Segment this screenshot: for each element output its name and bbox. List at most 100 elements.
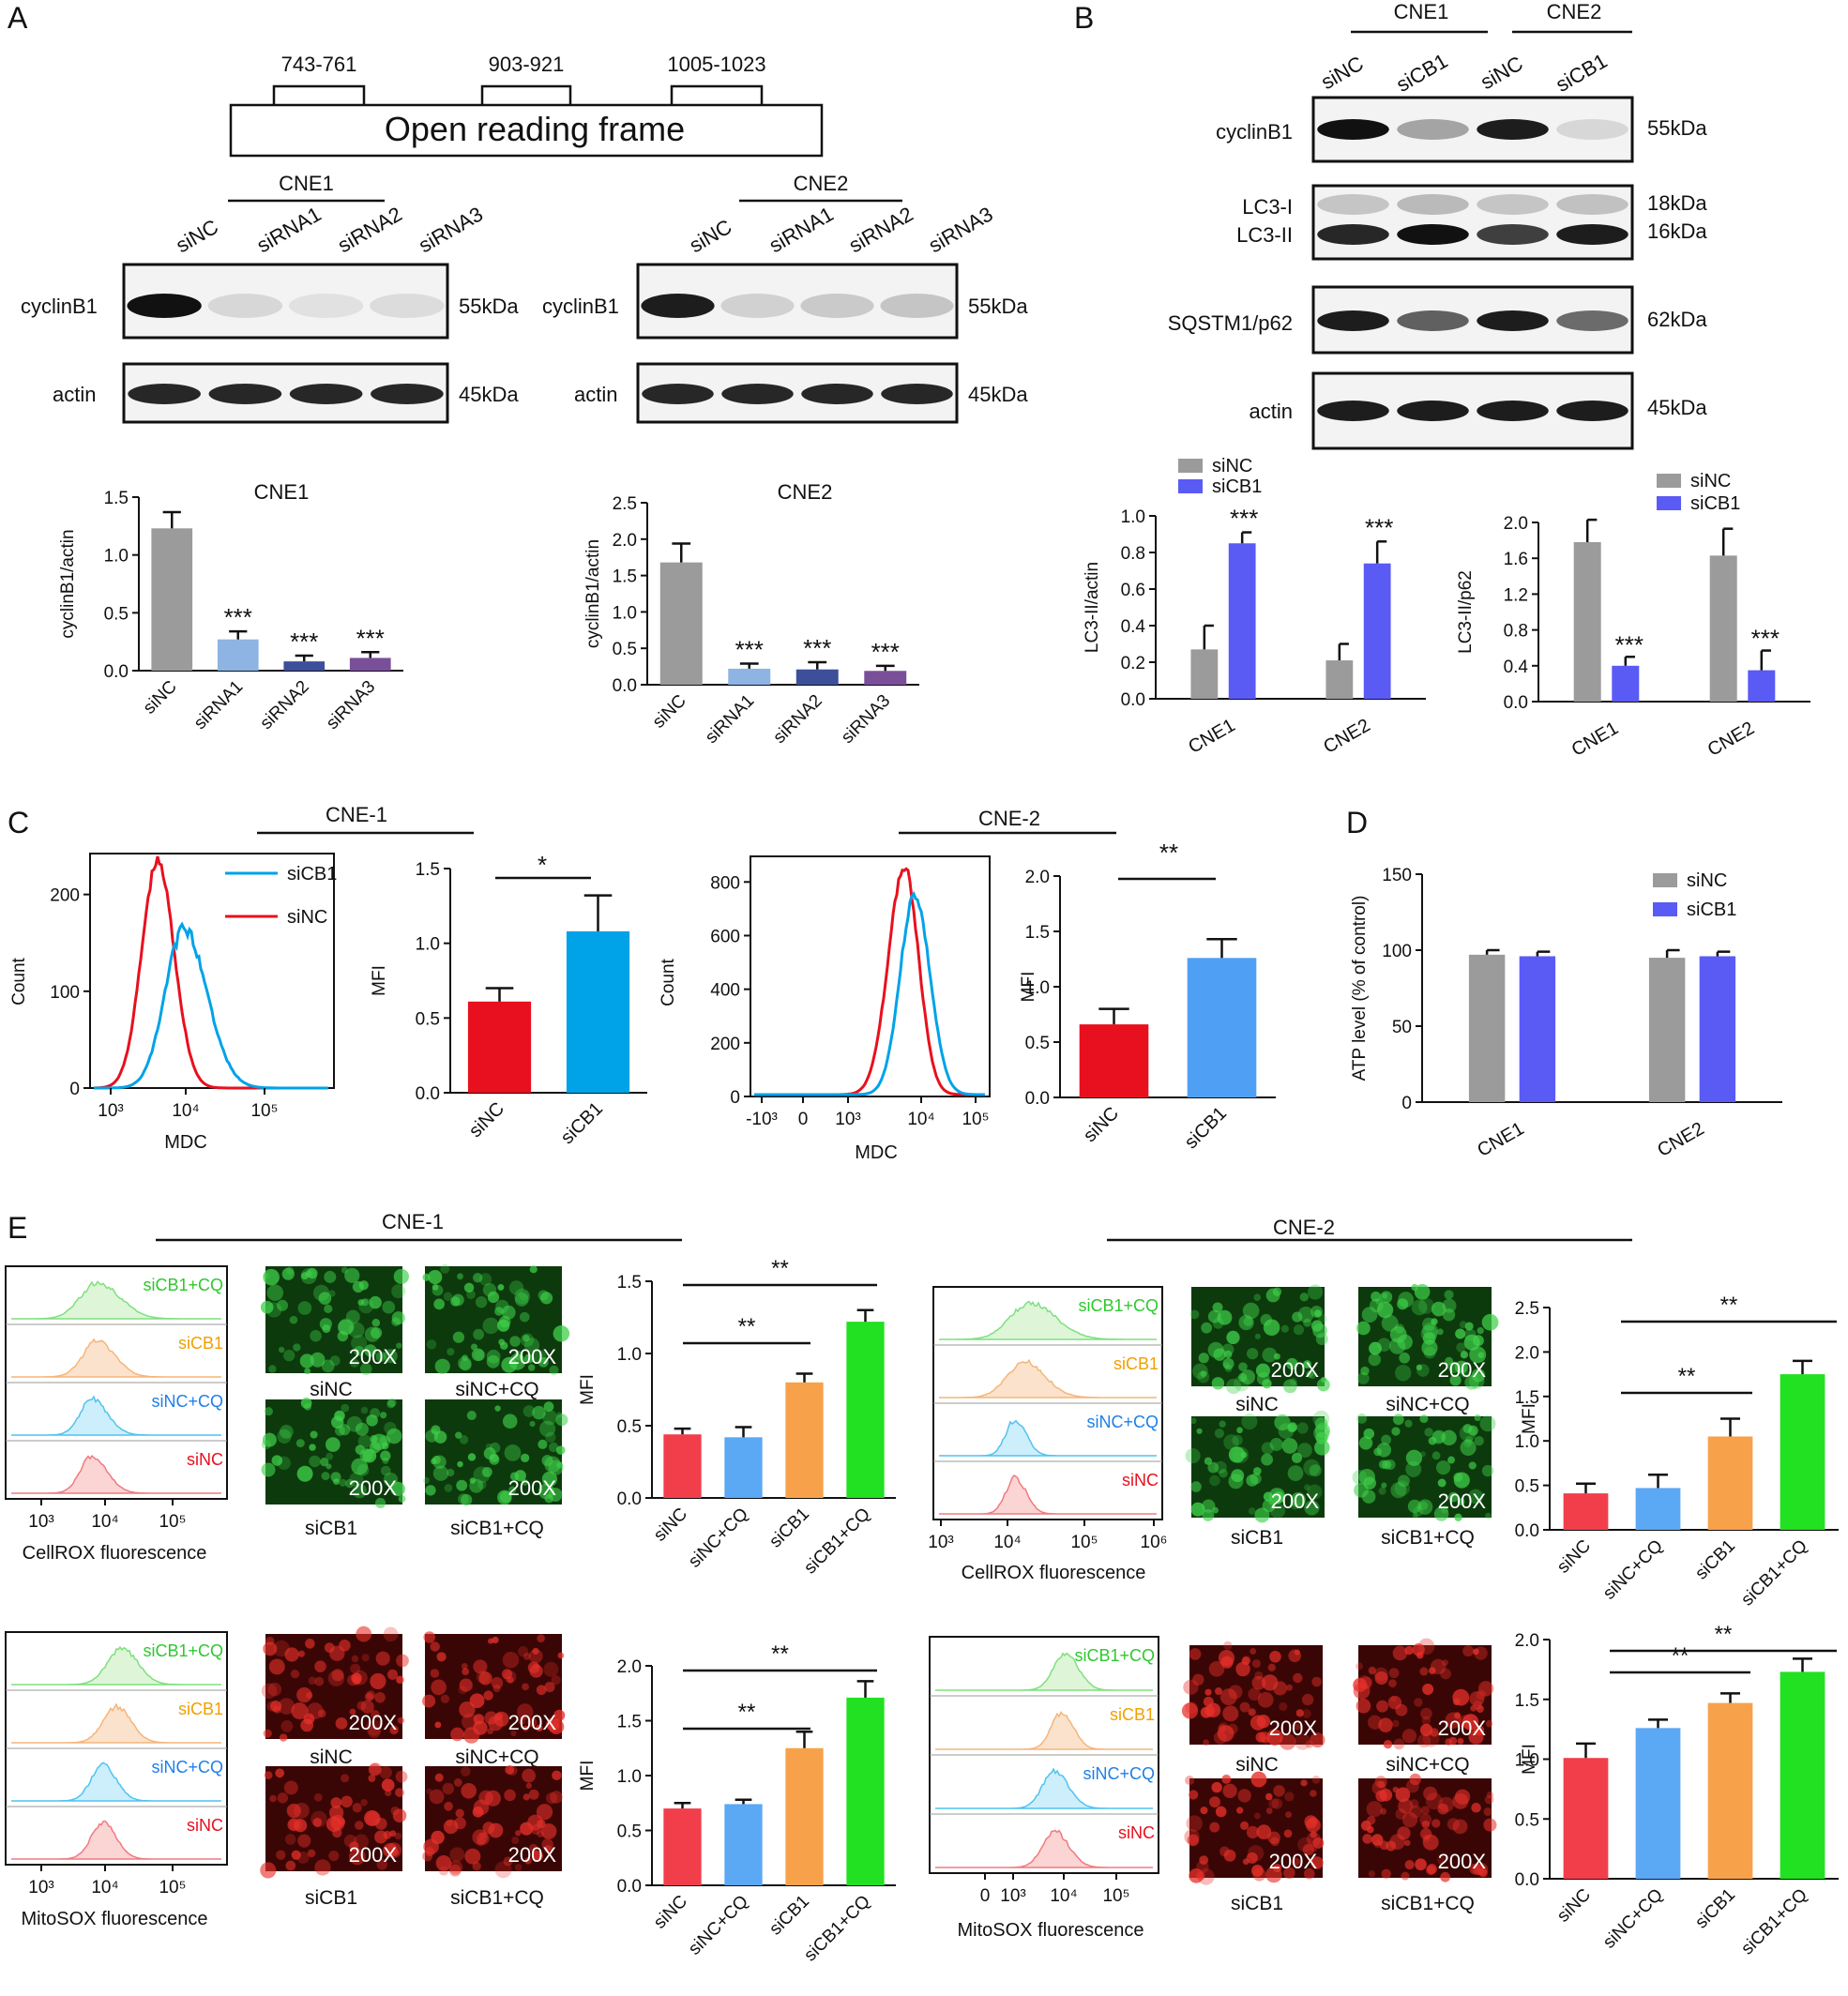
- cell-signal: [1416, 1364, 1423, 1371]
- blot-band: [1397, 224, 1469, 245]
- cell-signal: [483, 1447, 496, 1459]
- histogram-siCB1+CQ: [11, 1645, 221, 1686]
- bar-siRNA2: [795, 669, 839, 685]
- cell-signal: [466, 1411, 477, 1421]
- y-tick-label: 0.0: [1504, 693, 1528, 713]
- blot-band: [720, 294, 795, 318]
- cell-signal: [263, 1268, 280, 1286]
- cell-signal: [446, 1820, 453, 1827]
- target-site-bracket: [480, 84, 572, 105]
- cell-signal: [376, 1859, 388, 1870]
- histogram-siCB1: [11, 1338, 221, 1378]
- cell-signal: [1212, 1302, 1223, 1313]
- cell-signal: [472, 1861, 481, 1871]
- cell-signal: [1463, 1328, 1477, 1341]
- cell-signal: [306, 1702, 324, 1720]
- significance-mark: ***: [356, 624, 385, 652]
- cell-signal: [297, 1834, 311, 1848]
- cell-signal: [1254, 1333, 1261, 1339]
- cell-signal: [1287, 1465, 1304, 1482]
- band-cyclinB1-siRNA2: [288, 294, 364, 318]
- cell-signal: [1185, 1701, 1198, 1715]
- significance-mark: *: [538, 851, 547, 879]
- cell-signal: [1455, 1328, 1466, 1339]
- cell-signal: [1452, 1792, 1469, 1809]
- chart-title: CNE2: [778, 480, 833, 504]
- cell-signal: [1431, 1301, 1447, 1317]
- E-mitosox1-mfi-y-axis: 0.0 0.5 1.0 1.5 2.0 MFI: [578, 1657, 642, 1897]
- cell-signal: [1311, 1775, 1321, 1784]
- cell-signal: [365, 1719, 383, 1736]
- cell-signal: [451, 1293, 464, 1307]
- chart-title: CNE1: [254, 480, 310, 504]
- y-tick-label: 0.0: [617, 1489, 642, 1509]
- C-mfi2-y-axis: 0.0 0.5 1.0 1.5 2.0 MFI: [1019, 868, 1050, 1109]
- cell-signal: [1404, 1859, 1415, 1870]
- cell-signal: [539, 1292, 553, 1305]
- y-tick-label: 0: [1401, 1094, 1412, 1113]
- cell-signal: [276, 1850, 286, 1860]
- cell-signal: [460, 1358, 472, 1371]
- blot-row-label: cyclinB1: [542, 295, 619, 318]
- cell-signal: [291, 1850, 301, 1860]
- cell-signal: [368, 1774, 376, 1782]
- cell-signal: [523, 1405, 536, 1417]
- cell-signal: [1267, 1831, 1280, 1845]
- cell-signal: [1449, 1374, 1462, 1386]
- cell-signal: [261, 1439, 271, 1450]
- cell-signal: [1452, 1819, 1468, 1835]
- cell-signal: [1310, 1790, 1317, 1797]
- cell-signal: [1186, 1815, 1203, 1832]
- cell-signal: [469, 1478, 484, 1493]
- cell-signal: [1409, 1773, 1421, 1786]
- cell-signal: [329, 1645, 345, 1661]
- y-tick-label: 0.0: [617, 1877, 642, 1897]
- cell-signal: [341, 1795, 353, 1808]
- cell-signal: [1243, 1317, 1253, 1327]
- cell-signal: [1185, 1448, 1201, 1464]
- cell-signal: [423, 1838, 439, 1855]
- band-actin-siRNA3: [881, 384, 953, 404]
- cell-signal: [1211, 1781, 1222, 1793]
- cell-signal: [473, 1659, 488, 1674]
- cell-signal: [1185, 1776, 1195, 1786]
- bar-siCB1: [785, 1382, 824, 1498]
- cell-signal: [1308, 1284, 1324, 1300]
- cell-signal: [279, 1733, 288, 1742]
- cell-signal: [382, 1457, 389, 1464]
- cell-signal: [1388, 1668, 1400, 1679]
- magnification-label: 200X: [1271, 1358, 1320, 1382]
- cell-signal: [517, 1646, 529, 1657]
- cell-signal: [1195, 1871, 1205, 1881]
- cell-signal: [1415, 1858, 1427, 1871]
- cell-signal: [476, 1837, 485, 1847]
- cell-signal: [523, 1793, 530, 1801]
- cell-signal: [1374, 1671, 1388, 1686]
- blot-band: [1397, 119, 1469, 140]
- cell-signal: [472, 1806, 484, 1818]
- cell-signal: [1209, 1822, 1220, 1833]
- cell-signal: [539, 1420, 556, 1437]
- cell-signal: [356, 1626, 372, 1642]
- blot-row-label: LC3-II: [1236, 223, 1293, 247]
- cell-signal: [431, 1679, 447, 1696]
- cell-signal: [396, 1342, 402, 1349]
- cell-signal: [349, 1472, 364, 1487]
- cell-signal: [1481, 1313, 1499, 1331]
- cell-signal: [1231, 1469, 1245, 1483]
- x-tick-label: 10⁴: [91, 1512, 118, 1532]
- cell-signal: [1388, 1679, 1397, 1688]
- cell-signal: [371, 1318, 381, 1327]
- cell-signal: [1477, 1327, 1484, 1335]
- histogram-siCB1+CQ: [939, 1300, 1157, 1340]
- cell-signal: [291, 1702, 309, 1720]
- cell-signal: [1378, 1717, 1393, 1732]
- x-axis-label: CellROX fluorescence: [962, 1563, 1146, 1583]
- cell-signal: [1377, 1780, 1386, 1789]
- cell-signal: [466, 1290, 476, 1299]
- cell-signal: [449, 1847, 465, 1863]
- cell-signal: [1363, 1476, 1377, 1489]
- cell-signal: [1265, 1792, 1273, 1801]
- x-tick-label: siCB1: [557, 1098, 607, 1148]
- cell-signal: [1464, 1322, 1474, 1331]
